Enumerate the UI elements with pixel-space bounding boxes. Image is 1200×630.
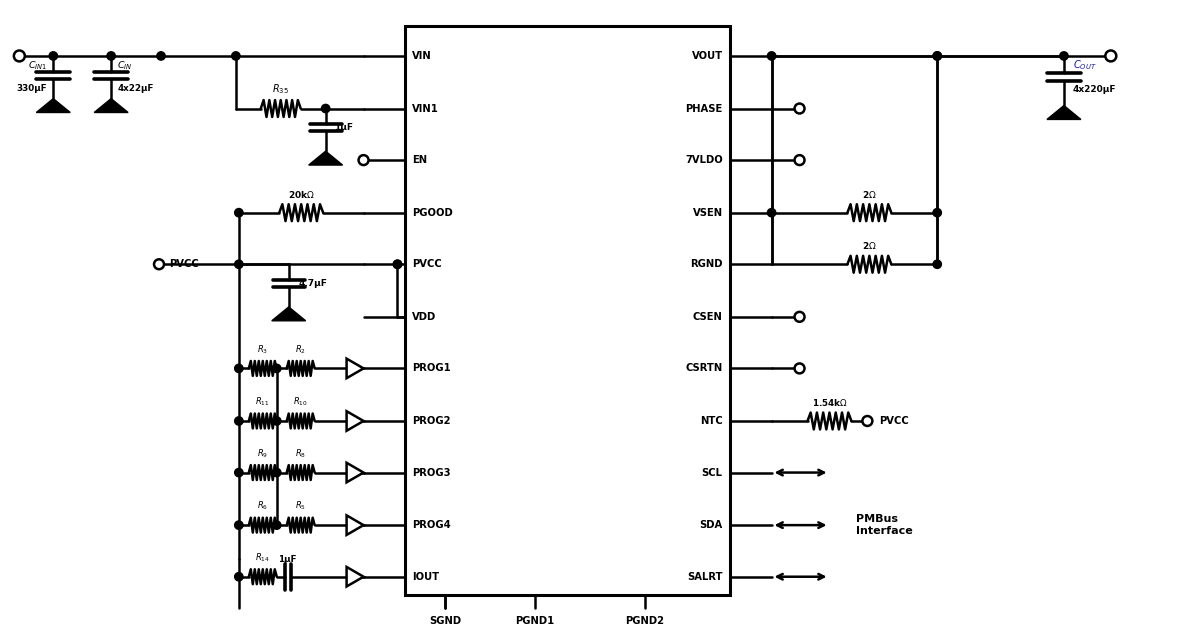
Circle shape [934, 52, 942, 60]
Text: $R_{2}$: $R_{2}$ [295, 343, 306, 355]
Text: CSRTN: CSRTN [685, 364, 722, 374]
Polygon shape [347, 515, 364, 535]
Text: PROG1: PROG1 [413, 364, 451, 374]
Text: VIN1: VIN1 [413, 103, 439, 113]
Text: PMBus
Interface: PMBus Interface [857, 514, 913, 536]
Text: VOUT: VOUT [691, 51, 722, 61]
Text: $R_{6}$: $R_{6}$ [257, 500, 269, 512]
Circle shape [794, 155, 804, 165]
Text: PGOOD: PGOOD [413, 208, 454, 218]
Text: VIN: VIN [413, 51, 432, 61]
Text: $R_{3}$: $R_{3}$ [257, 343, 269, 355]
Circle shape [235, 468, 244, 477]
Text: 1.54k$\Omega$: 1.54k$\Omega$ [811, 397, 847, 408]
Circle shape [794, 364, 804, 374]
Text: 2$\Omega$: 2$\Omega$ [862, 241, 877, 251]
Circle shape [394, 260, 402, 268]
Circle shape [768, 52, 775, 60]
Circle shape [235, 364, 244, 372]
Polygon shape [347, 463, 364, 483]
Text: $R_{11}$: $R_{11}$ [256, 396, 270, 408]
Circle shape [107, 52, 115, 60]
Circle shape [934, 260, 942, 268]
Circle shape [154, 260, 164, 269]
Text: PROG2: PROG2 [413, 416, 451, 426]
Circle shape [359, 155, 368, 165]
Circle shape [232, 52, 240, 60]
Text: 7VLDO: 7VLDO [685, 155, 722, 165]
Text: SALRT: SALRT [688, 571, 722, 581]
Text: $R_{14}$: $R_{14}$ [256, 551, 270, 564]
Circle shape [272, 521, 281, 529]
Circle shape [394, 260, 402, 268]
Text: VSEN: VSEN [692, 208, 722, 218]
Circle shape [863, 416, 872, 426]
Circle shape [14, 50, 25, 61]
Text: PVCC: PVCC [169, 260, 199, 269]
Text: $R_{8}$: $R_{8}$ [295, 447, 306, 460]
Text: PVCC: PVCC [413, 260, 442, 269]
Polygon shape [308, 151, 342, 165]
Circle shape [934, 52, 942, 60]
Text: SDA: SDA [700, 520, 722, 530]
Text: $R_{9}$: $R_{9}$ [257, 447, 269, 460]
Text: PROG3: PROG3 [413, 467, 451, 478]
Circle shape [235, 521, 244, 529]
Text: PGND1: PGND1 [516, 616, 554, 626]
Text: $R_{10}$: $R_{10}$ [293, 396, 308, 408]
Circle shape [934, 209, 942, 217]
Text: PROG4: PROG4 [413, 520, 451, 530]
Text: SCL: SCL [702, 467, 722, 478]
Text: PVCC: PVCC [880, 416, 910, 426]
Text: PGND2: PGND2 [625, 616, 665, 626]
Text: $R_{5}$: $R_{5}$ [295, 500, 306, 512]
Text: SGND: SGND [430, 616, 462, 626]
Text: IOUT: IOUT [413, 571, 439, 581]
Text: CSEN: CSEN [692, 312, 722, 322]
Text: PHASE: PHASE [685, 103, 722, 113]
Circle shape [272, 364, 281, 372]
Polygon shape [271, 307, 306, 321]
Text: 2$\Omega$: 2$\Omega$ [862, 189, 877, 200]
Polygon shape [347, 567, 364, 587]
Polygon shape [1046, 106, 1081, 120]
Text: 20k$\Omega$: 20k$\Omega$ [288, 189, 314, 200]
Circle shape [794, 312, 804, 322]
Text: 1µF: 1µF [334, 123, 353, 132]
Polygon shape [347, 411, 364, 431]
Text: EN: EN [413, 155, 427, 165]
Circle shape [768, 209, 775, 217]
Polygon shape [36, 99, 71, 113]
Bar [406, 26, 730, 595]
Text: 4.7µF: 4.7µF [299, 278, 328, 288]
Circle shape [235, 573, 244, 581]
Text: NTC: NTC [700, 416, 722, 426]
Circle shape [235, 417, 244, 425]
Circle shape [1060, 52, 1068, 60]
Polygon shape [347, 358, 364, 378]
Text: VDD: VDD [413, 312, 437, 322]
Circle shape [272, 468, 281, 477]
Circle shape [272, 417, 281, 425]
Circle shape [49, 52, 58, 60]
Circle shape [1105, 50, 1116, 61]
Text: $C_{IN1}$: $C_{IN1}$ [28, 60, 47, 72]
Circle shape [794, 103, 804, 113]
Text: $C_{OUT}$: $C_{OUT}$ [1073, 58, 1097, 72]
Circle shape [235, 209, 244, 217]
Circle shape [157, 52, 166, 60]
Text: $R_{35}$: $R_{35}$ [272, 82, 289, 96]
Text: 330µF: 330µF [17, 84, 47, 93]
Text: 1µF: 1µF [278, 555, 296, 564]
Text: 4x22µF: 4x22µF [118, 84, 154, 93]
Circle shape [322, 105, 330, 113]
Circle shape [235, 260, 244, 268]
Text: $C_{IN}$: $C_{IN}$ [118, 60, 132, 72]
Text: RGND: RGND [690, 260, 722, 269]
Text: 4x220µF: 4x220µF [1073, 85, 1116, 94]
Polygon shape [94, 99, 128, 113]
